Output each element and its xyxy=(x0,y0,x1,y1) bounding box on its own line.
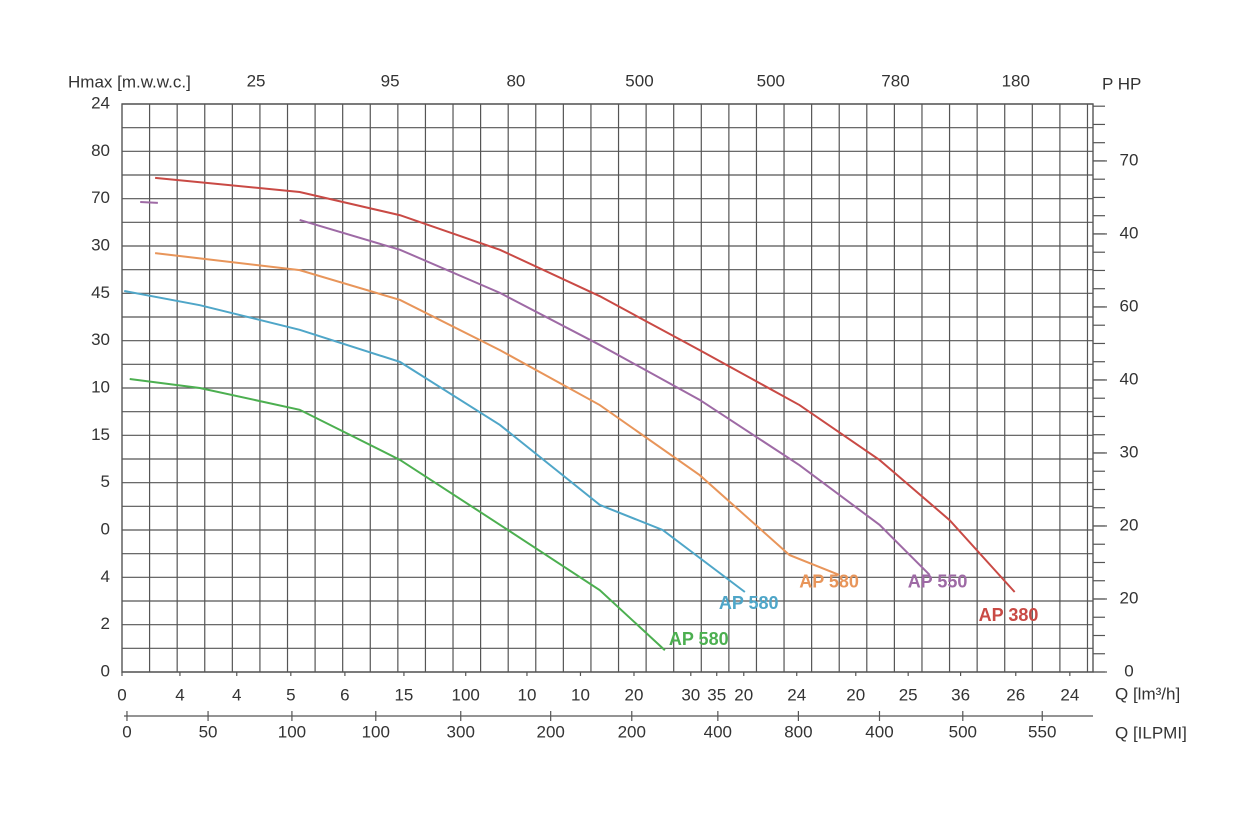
y-tick-label: 30 xyxy=(91,330,110,349)
x-tick-label: 100 xyxy=(452,685,480,704)
y-tick-label: 0 xyxy=(101,519,110,538)
x2-tick-label: 50 xyxy=(199,722,218,741)
x-tick-label: 24 xyxy=(787,685,806,704)
y-tick-label: 24 xyxy=(91,93,110,112)
top-tick-label: 180 xyxy=(1002,71,1030,90)
top-tick-label: 780 xyxy=(881,71,909,90)
x-tick-label: 20 xyxy=(734,685,753,704)
x-tick-label: 36 xyxy=(951,685,970,704)
x2-tick-label: 400 xyxy=(704,722,732,741)
y-tick-label: 5 xyxy=(101,472,110,491)
x-tick-label: 25 xyxy=(899,685,918,704)
y-tick-label: 10 xyxy=(91,377,110,396)
curve-label: AP 550 xyxy=(908,572,968,592)
x-tick-label: 0 xyxy=(117,685,126,704)
curve xyxy=(124,289,746,593)
y2-tick-label: 40 xyxy=(1120,223,1139,242)
y-tick-label: 70 xyxy=(91,188,110,207)
y2-tick-label: 60 xyxy=(1120,296,1139,315)
y-axis-title: Hmax [m.w.w.c.] xyxy=(68,72,191,91)
y-tick-label: 0 xyxy=(101,661,110,680)
y-tick-label: 4 xyxy=(101,567,110,586)
x-tick-label: 20 xyxy=(625,685,644,704)
x2-axis-title: Q [ILPMI] xyxy=(1115,723,1187,742)
top-tick-label: 80 xyxy=(506,71,525,90)
curve xyxy=(155,176,1016,593)
y2-tick-label: 70 xyxy=(1120,150,1139,169)
x-tick-label: 10 xyxy=(517,685,536,704)
x2-tick-label: 100 xyxy=(278,722,306,741)
curve-label: AP 580 xyxy=(799,572,859,592)
y2-tick-label: 0 xyxy=(1124,661,1133,680)
x2-tick-label: 800 xyxy=(784,722,812,741)
x-tick-label: 24 xyxy=(1060,685,1079,704)
y2-tick-label: 30 xyxy=(1120,442,1139,461)
x2-tick-label: 200 xyxy=(536,722,564,741)
y-tick-label: 2 xyxy=(101,614,110,633)
x2-tick-label: 550 xyxy=(1028,722,1056,741)
x-tick-label: 10 xyxy=(571,685,590,704)
curve-label: AP 580 xyxy=(669,629,729,649)
curve-label: AP 380 xyxy=(979,605,1039,625)
y-tick-label: 80 xyxy=(91,141,110,160)
y2-tick-label: 20 xyxy=(1120,515,1139,534)
x-tick-label: 15 xyxy=(394,685,413,704)
x-axis-title: Q [lm³/h] xyxy=(1115,684,1180,703)
x-tick-label: 30 xyxy=(681,685,700,704)
y2-tick-label: 40 xyxy=(1120,369,1139,388)
curve xyxy=(129,378,666,651)
y-tick-label: 15 xyxy=(91,425,110,444)
top-tick-label: 500 xyxy=(625,71,653,90)
curve xyxy=(140,200,931,576)
x2-tick-label: 400 xyxy=(865,722,893,741)
x-tick-label: 4 xyxy=(232,685,241,704)
x-tick-label: 35 xyxy=(707,685,726,704)
x-tick-label: 6 xyxy=(340,685,349,704)
x2-tick-label: 0 xyxy=(122,722,131,741)
x-tick-label: 5 xyxy=(286,685,295,704)
curve xyxy=(154,252,840,576)
curve-label: AP 580 xyxy=(719,593,779,613)
x-tick-label: 4 xyxy=(175,685,184,704)
top-tick-label: 500 xyxy=(757,71,785,90)
x-tick-label: 26 xyxy=(1006,685,1025,704)
y2-axis-title: P HP xyxy=(1102,74,1141,93)
y-tick-label: 30 xyxy=(91,235,110,254)
y-tick-label: 45 xyxy=(91,283,110,302)
x2-tick-label: 300 xyxy=(447,722,475,741)
top-tick-label: 25 xyxy=(247,71,266,90)
top-tick-label: 95 xyxy=(381,71,400,90)
y2-tick-label: 20 xyxy=(1120,588,1139,607)
x2-tick-label: 500 xyxy=(949,722,977,741)
x2-tick-label: 200 xyxy=(618,722,646,741)
x-tick-label: 20 xyxy=(846,685,865,704)
x2-tick-label: 100 xyxy=(362,722,390,741)
